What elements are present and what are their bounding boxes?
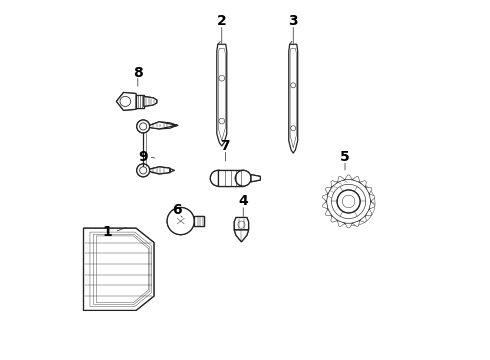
Polygon shape: [345, 175, 352, 180]
Polygon shape: [136, 95, 144, 108]
Polygon shape: [325, 187, 332, 194]
Polygon shape: [234, 230, 248, 242]
Text: 6: 6: [172, 203, 182, 217]
Circle shape: [326, 179, 371, 224]
Text: 3: 3: [289, 14, 298, 28]
Polygon shape: [331, 216, 338, 222]
Circle shape: [210, 170, 226, 186]
Polygon shape: [352, 176, 360, 182]
Polygon shape: [352, 221, 360, 226]
Polygon shape: [322, 194, 328, 202]
Polygon shape: [149, 122, 177, 129]
Polygon shape: [234, 217, 248, 230]
Polygon shape: [369, 202, 375, 209]
Polygon shape: [369, 194, 375, 202]
Text: 8: 8: [133, 66, 143, 80]
Text: 2: 2: [217, 14, 227, 28]
Text: 4: 4: [238, 194, 248, 208]
Polygon shape: [338, 221, 345, 226]
Polygon shape: [360, 216, 367, 222]
Polygon shape: [366, 209, 372, 216]
Polygon shape: [360, 181, 367, 187]
Text: 9: 9: [138, 150, 148, 164]
Polygon shape: [338, 176, 345, 182]
Polygon shape: [117, 93, 136, 111]
Text: 5: 5: [340, 150, 350, 164]
Polygon shape: [331, 181, 338, 187]
Text: 7: 7: [220, 139, 230, 153]
Text: 1: 1: [102, 225, 112, 239]
Circle shape: [137, 120, 149, 133]
Polygon shape: [144, 96, 157, 107]
Polygon shape: [322, 202, 328, 209]
Circle shape: [137, 164, 149, 177]
Polygon shape: [366, 187, 372, 194]
Circle shape: [167, 207, 194, 235]
Circle shape: [235, 170, 251, 186]
Polygon shape: [83, 228, 154, 310]
Polygon shape: [325, 209, 332, 216]
Circle shape: [337, 190, 360, 213]
Polygon shape: [149, 167, 170, 174]
Polygon shape: [218, 170, 243, 186]
Polygon shape: [194, 216, 204, 226]
Polygon shape: [251, 175, 260, 182]
Polygon shape: [345, 223, 352, 228]
